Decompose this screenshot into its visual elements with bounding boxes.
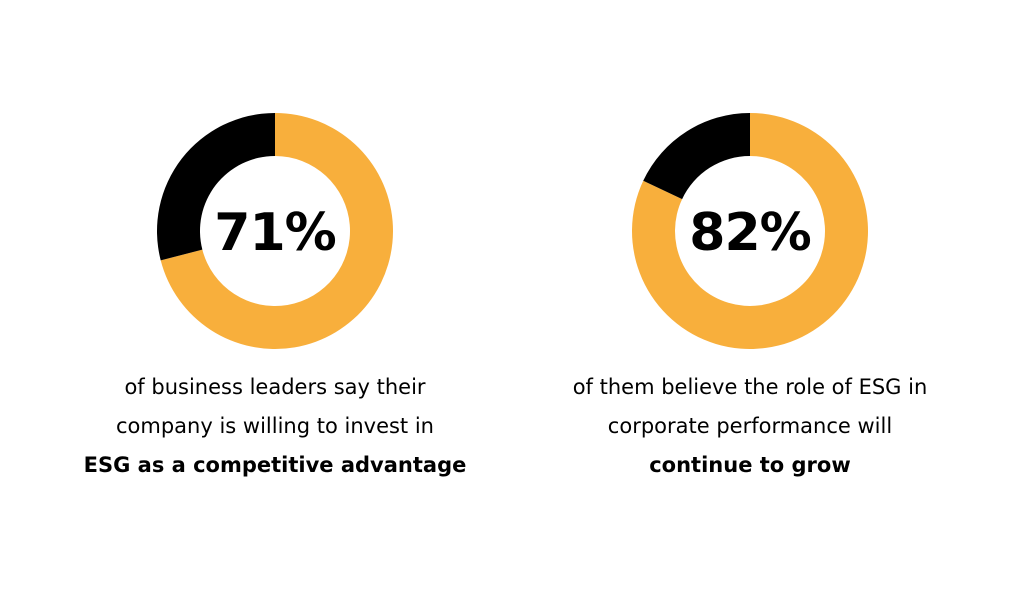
remainder-segment (643, 113, 750, 200)
value-segment (632, 113, 868, 349)
value-segment (160, 113, 393, 349)
remainder-segment (157, 113, 275, 261)
caption-1: of business leaders say their company is… (55, 368, 495, 485)
donut-segments (632, 113, 868, 349)
caption-line-bold: ESG as a competitive advantage (83, 453, 467, 477)
donut-segments (157, 113, 393, 349)
caption-line: corporate performance will (607, 414, 893, 438)
center-label: 71% (214, 203, 335, 263)
donut-chart-2: 82% (632, 113, 868, 349)
caption-line: of them believe the role of ESG in (572, 375, 928, 399)
caption-line-bold: continue to grow (649, 453, 851, 477)
donut-chart-1: 71% (157, 113, 393, 349)
center-label: 82% (689, 203, 810, 263)
caption-line: company is willing to invest in (116, 414, 434, 438)
caption-2: of them believe the role of ESG in corpo… (530, 368, 970, 485)
caption-line: of business leaders say their (124, 375, 426, 399)
